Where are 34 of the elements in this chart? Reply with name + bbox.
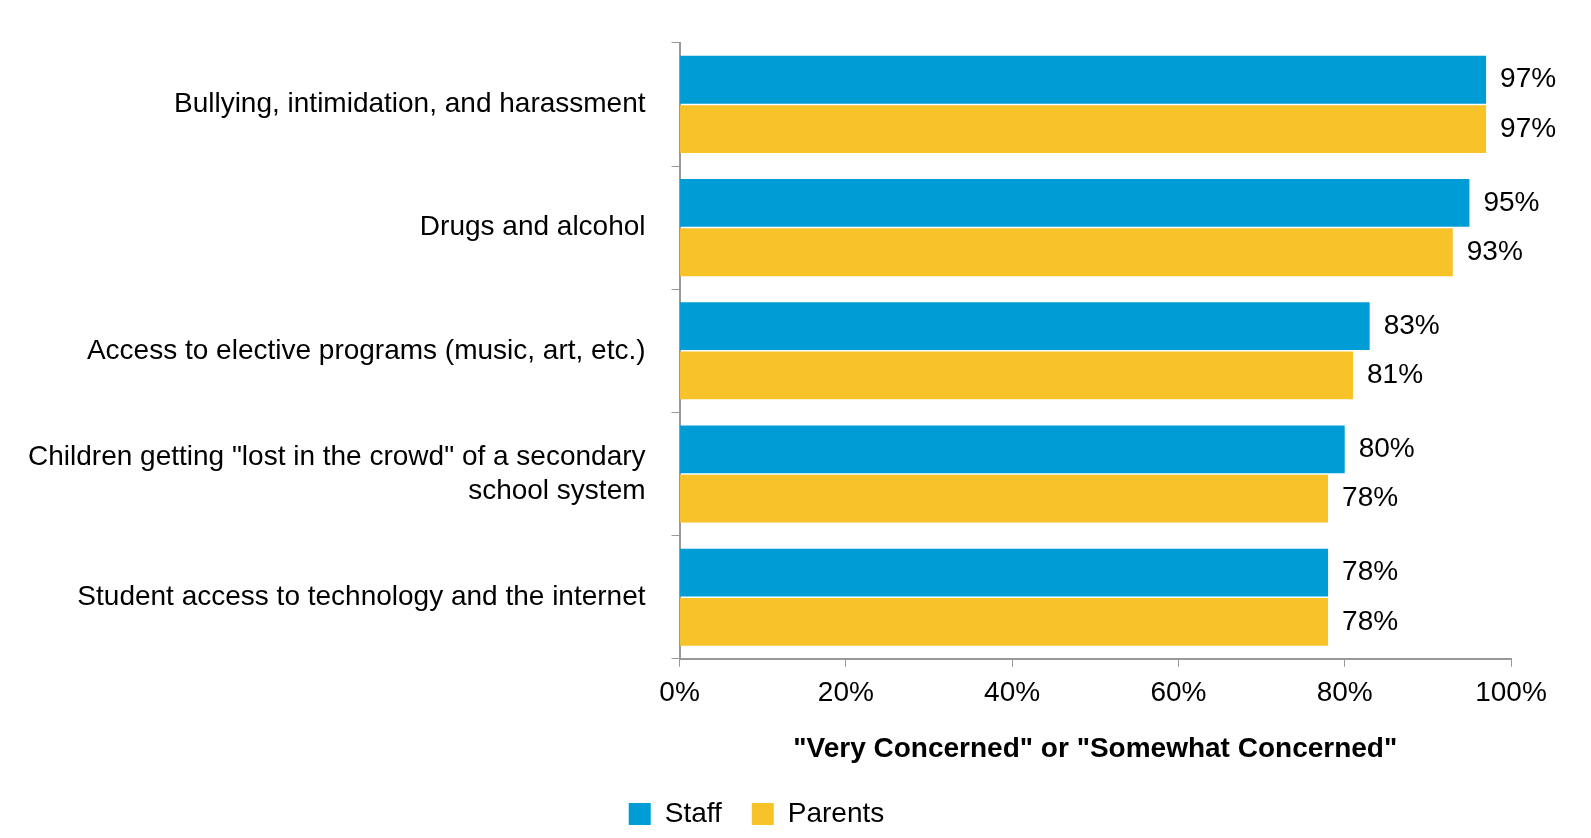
bar xyxy=(680,105,1487,153)
legend-label: Parents xyxy=(787,796,885,828)
bar xyxy=(680,597,1329,646)
y-tick-label: Student access to technology and the internet xyxy=(77,579,646,611)
data-label: 93% xyxy=(1466,234,1523,266)
data-label: 97% xyxy=(1500,62,1557,94)
data-label: 97% xyxy=(1500,111,1557,143)
bar xyxy=(680,425,1345,474)
y-tick-label: Children getting "lost in the crowd" of a secondary school system xyxy=(28,439,646,505)
data-label: 81% xyxy=(1367,358,1424,390)
bar xyxy=(680,351,1354,400)
x-tick-label: 20% xyxy=(817,676,874,708)
x-axis-title: "Very Concerned" or "Somewhat Concerned" xyxy=(793,731,1398,763)
legend-label: Staff xyxy=(664,796,723,828)
bar xyxy=(680,548,1329,597)
x-tick-label: 80% xyxy=(1316,676,1373,708)
data-label: 80% xyxy=(1358,432,1415,464)
y-tick-label: Access to elective programs (music, art, etc.) xyxy=(86,333,646,365)
bar xyxy=(680,179,1470,227)
data-label: 78% xyxy=(1342,604,1399,636)
x-tick-label: 60% xyxy=(1150,676,1207,708)
data-label: 95% xyxy=(1483,185,1540,217)
data-label: 83% xyxy=(1383,308,1440,340)
bar xyxy=(680,302,1370,351)
x-tick-label: 0% xyxy=(659,676,700,708)
y-tick-label: Bullying, intimidation, and harassment xyxy=(173,87,646,119)
x-tick-label: 100% xyxy=(1475,676,1547,708)
y-tick-label: Drugs and alcohol xyxy=(419,210,646,242)
data-label: 78% xyxy=(1342,481,1399,513)
bar xyxy=(680,55,1487,104)
x-tick-label: 40% xyxy=(984,676,1041,708)
data-label: 78% xyxy=(1342,555,1399,587)
bar xyxy=(680,228,1453,277)
bar xyxy=(680,474,1329,523)
